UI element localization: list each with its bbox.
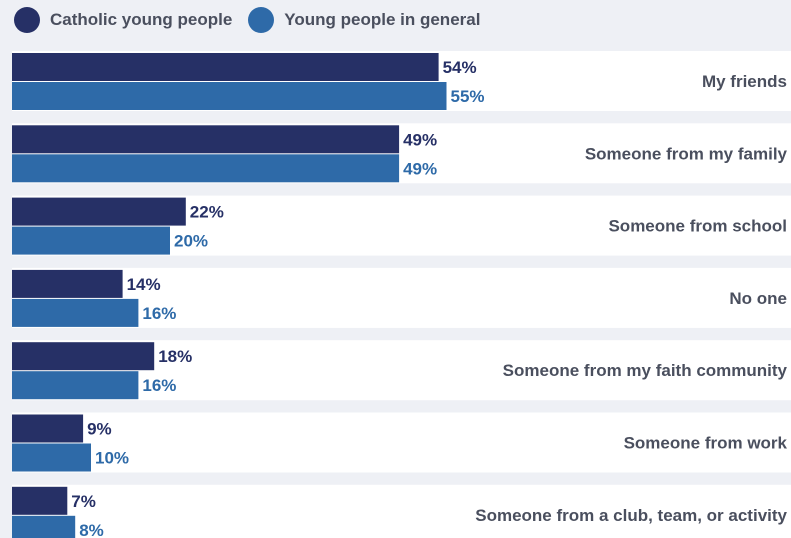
data-label: 14% <box>127 275 161 294</box>
category-label: Someone from my family <box>585 144 788 163</box>
bar-catholic <box>12 342 155 371</box>
bar-general <box>12 154 400 183</box>
legend-item-catholic: Catholic young people <box>14 7 232 33</box>
data-label: 22% <box>190 203 224 222</box>
legend-swatch-catholic <box>14 7 40 33</box>
category-label: Someone from school <box>608 217 787 236</box>
category-label: Someone from a club, team, or activity <box>475 506 787 525</box>
data-label: 54% <box>443 58 477 77</box>
bar-catholic <box>12 53 439 81</box>
bar-general <box>12 443 91 472</box>
bar-catholic <box>12 197 186 226</box>
row-background <box>12 484 791 538</box>
data-label: 10% <box>95 449 129 468</box>
bar-catholic <box>12 125 400 154</box>
bar-general <box>12 298 139 327</box>
bar-general <box>12 515 76 538</box>
data-label: 55% <box>451 87 485 106</box>
category-label: Someone from work <box>624 434 788 453</box>
bar-catholic <box>12 486 68 515</box>
bar-catholic <box>12 269 123 298</box>
data-label: 49% <box>403 159 437 178</box>
legend-swatch-general <box>248 7 275 33</box>
data-label: 49% <box>403 130 437 149</box>
legend-item-general: Young people in general <box>248 7 480 33</box>
category-label: Someone from my faith community <box>503 361 788 380</box>
data-label: 20% <box>174 232 208 251</box>
bar-general <box>12 371 139 400</box>
data-label: 16% <box>142 376 176 395</box>
data-label: 16% <box>142 304 176 323</box>
data-label: 7% <box>71 492 96 511</box>
legend: Catholic young people Young people in ge… <box>14 6 496 34</box>
legend-label-general: Young people in general <box>284 10 481 29</box>
data-label: 18% <box>158 347 192 366</box>
bar-catholic <box>12 414 84 443</box>
bar-general <box>12 226 170 255</box>
row-background <box>12 267 791 328</box>
category-label: My friends <box>702 72 787 91</box>
category-label: No one <box>729 289 787 308</box>
data-label: 8% <box>79 521 104 538</box>
row-background <box>12 412 791 473</box>
bar-general <box>12 82 447 110</box>
data-label: 9% <box>87 420 112 439</box>
legend-label-catholic: Catholic young people <box>50 10 233 29</box>
